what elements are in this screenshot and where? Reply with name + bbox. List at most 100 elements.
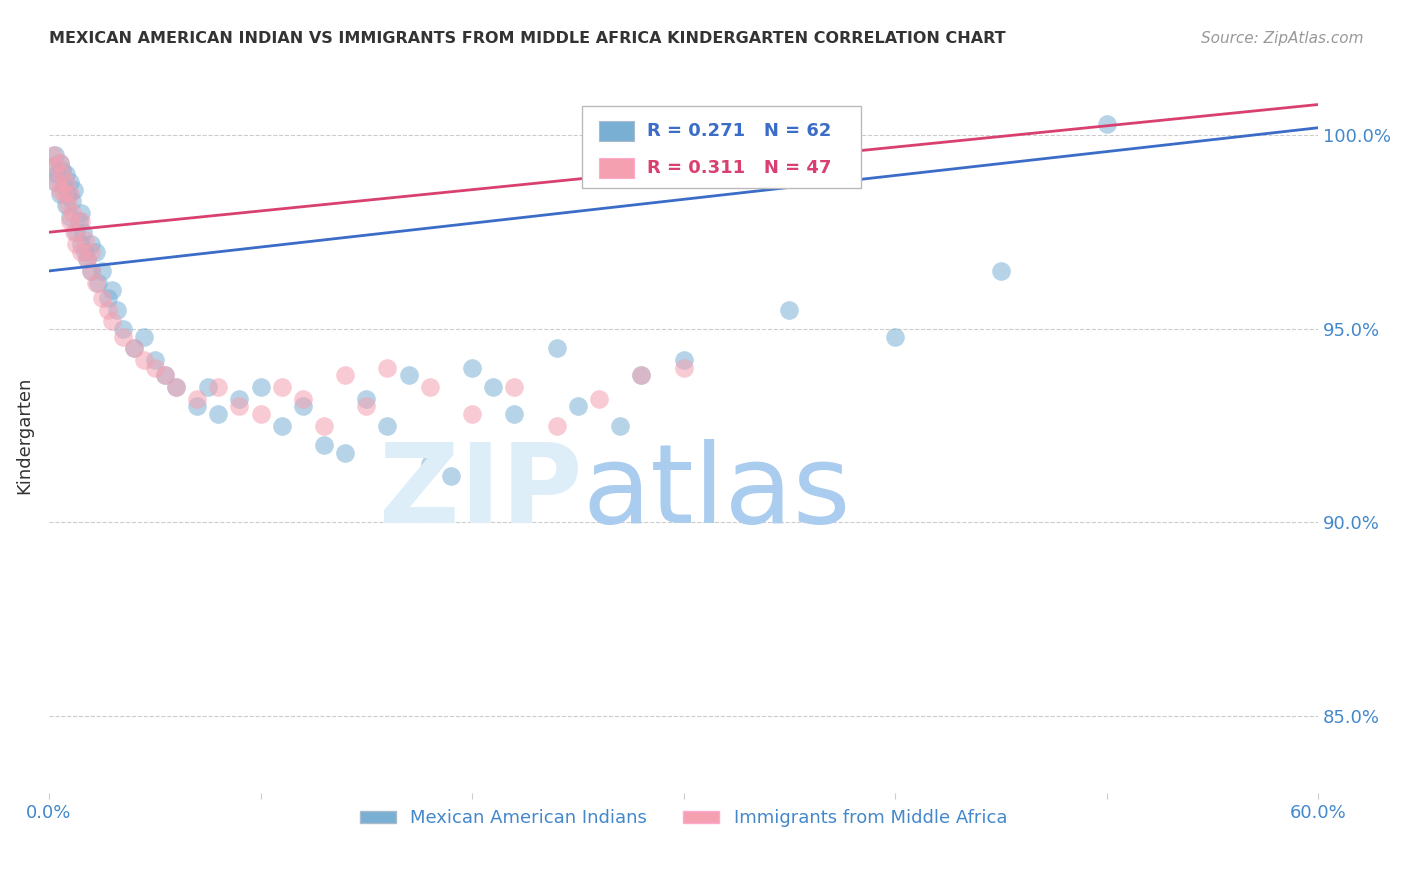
Point xyxy=(76,252,98,267)
Point xyxy=(52,186,75,201)
Point xyxy=(63,183,86,197)
Point xyxy=(48,183,70,197)
Point xyxy=(270,380,292,394)
Point xyxy=(333,368,356,383)
Point xyxy=(90,291,112,305)
Point xyxy=(84,276,107,290)
Point xyxy=(778,302,800,317)
Point xyxy=(270,418,292,433)
Point xyxy=(63,225,86,239)
Text: R = 0.311   N = 47: R = 0.311 N = 47 xyxy=(647,160,831,178)
Point xyxy=(186,400,208,414)
Point xyxy=(111,322,134,336)
Point xyxy=(122,341,145,355)
Point xyxy=(122,341,145,355)
Text: R = 0.271   N = 62: R = 0.271 N = 62 xyxy=(647,122,831,140)
Legend: Mexican American Indians, Immigrants from Middle Africa: Mexican American Indians, Immigrants fro… xyxy=(353,802,1015,834)
Point xyxy=(73,233,96,247)
Point xyxy=(567,400,589,414)
Point xyxy=(69,213,91,227)
Point xyxy=(186,392,208,406)
Point xyxy=(48,186,70,201)
Point xyxy=(42,160,65,174)
Point xyxy=(46,175,69,189)
Point xyxy=(672,360,695,375)
Point xyxy=(42,148,65,162)
Point xyxy=(207,407,229,421)
Point xyxy=(419,458,441,472)
Point xyxy=(249,407,271,421)
Point xyxy=(60,194,83,209)
Text: Source: ZipAtlas.com: Source: ZipAtlas.com xyxy=(1201,31,1364,46)
Point xyxy=(69,244,91,259)
Point xyxy=(55,198,77,212)
Point xyxy=(884,329,907,343)
Point xyxy=(398,368,420,383)
Point xyxy=(356,400,378,414)
Point xyxy=(377,360,399,375)
Point xyxy=(377,418,399,433)
Point xyxy=(97,302,120,317)
Point xyxy=(249,380,271,394)
Point xyxy=(97,291,120,305)
Point xyxy=(44,175,66,189)
Point xyxy=(461,407,484,421)
Point xyxy=(312,438,335,452)
Point xyxy=(80,244,103,259)
Point xyxy=(482,380,505,394)
Point xyxy=(59,210,82,224)
Point xyxy=(228,392,250,406)
Point xyxy=(672,353,695,368)
Point xyxy=(51,167,73,181)
Point xyxy=(356,392,378,406)
Point xyxy=(101,283,124,297)
Point xyxy=(503,407,526,421)
Point xyxy=(51,163,73,178)
Point xyxy=(101,314,124,328)
Point xyxy=(44,160,66,174)
Point xyxy=(52,178,75,193)
Text: atlas: atlas xyxy=(582,439,851,546)
Point xyxy=(60,206,83,220)
Point xyxy=(440,469,463,483)
Point xyxy=(1095,117,1118,131)
Y-axis label: Kindergarten: Kindergarten xyxy=(15,376,32,494)
Point xyxy=(55,175,77,189)
Point xyxy=(165,380,187,394)
Point xyxy=(546,341,568,355)
Point xyxy=(333,446,356,460)
Point xyxy=(461,360,484,375)
Point xyxy=(59,186,82,201)
Point xyxy=(134,353,156,368)
Point xyxy=(503,380,526,394)
Point xyxy=(65,225,87,239)
Point xyxy=(134,329,156,343)
Point xyxy=(207,380,229,394)
Point xyxy=(67,213,90,227)
Point xyxy=(155,368,177,383)
Point xyxy=(630,368,652,383)
Point xyxy=(90,264,112,278)
Point xyxy=(80,264,103,278)
Point xyxy=(143,353,166,368)
Point xyxy=(59,175,82,189)
Point xyxy=(44,148,66,162)
Bar xyxy=(582,106,862,188)
Point xyxy=(105,302,128,317)
Point xyxy=(312,418,335,433)
Point xyxy=(546,418,568,433)
Text: ZIP: ZIP xyxy=(378,439,582,546)
Point xyxy=(84,244,107,259)
Point xyxy=(48,155,70,169)
Point xyxy=(48,155,70,169)
Point xyxy=(55,167,77,181)
Point xyxy=(80,264,103,278)
Point xyxy=(86,276,108,290)
Point xyxy=(80,236,103,251)
Point xyxy=(588,392,610,406)
Point xyxy=(419,380,441,394)
Point xyxy=(72,225,94,239)
Point xyxy=(69,236,91,251)
Point xyxy=(65,236,87,251)
Text: MEXICAN AMERICAN INDIAN VS IMMIGRANTS FROM MIDDLE AFRICA KINDERGARTEN CORRELATIO: MEXICAN AMERICAN INDIAN VS IMMIGRANTS FR… xyxy=(49,31,1005,46)
